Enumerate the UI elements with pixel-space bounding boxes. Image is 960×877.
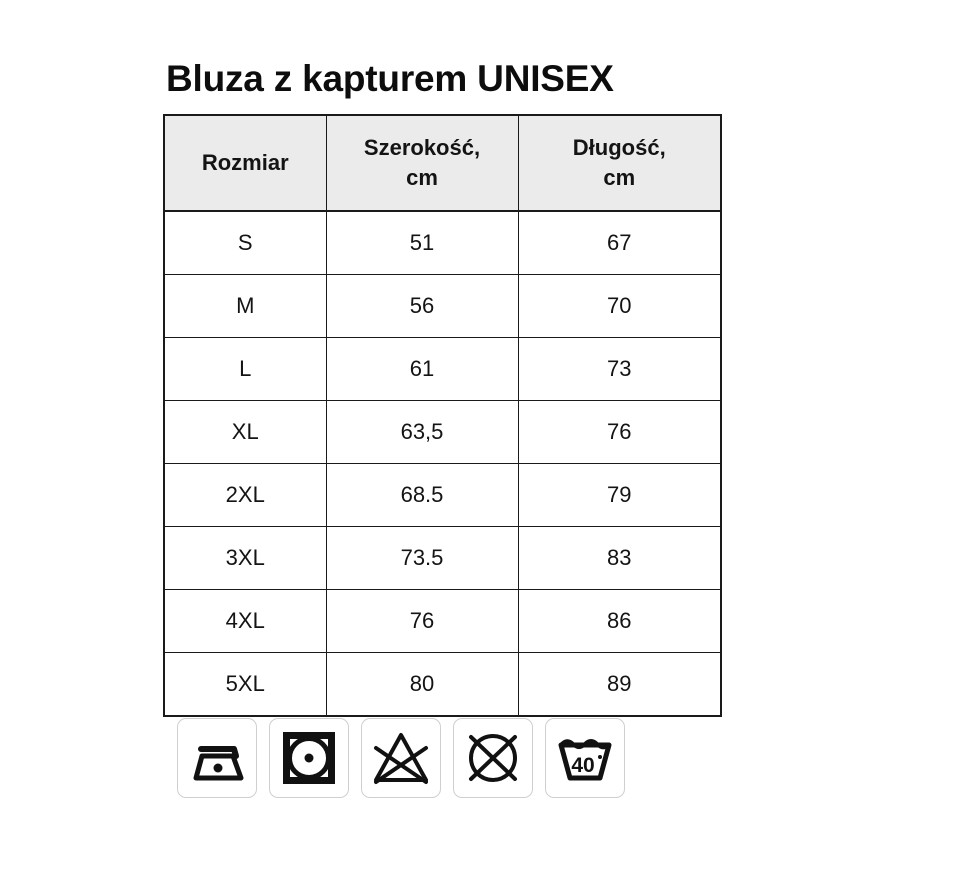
care-symbol-wash-40: 40 [545,718,625,798]
cell-length: 89 [517,652,722,717]
column-header-length-label: Długość, [572,135,666,161]
care-symbols-row: 40 [177,718,625,798]
cell-length: 76 [517,400,722,464]
cell-length: 86 [517,589,722,653]
cell-size: 4XL [163,589,327,653]
cell-size: S [163,210,327,275]
table-header-row: Rozmiar Szerokość, cm Długość, cm [163,114,722,212]
cell-width: 56 [325,274,519,338]
cell-length: 67 [517,210,722,275]
table-row: 4XL 76 86 [163,589,722,653]
cell-size: 5XL [163,652,327,717]
column-header-length-unit: cm [603,165,636,190]
table-body: S 51 67 M 56 70 L 61 73 XL 63,5 76 2XL 6 [163,210,722,717]
cell-size: M [163,274,327,338]
table-row: S 51 67 [163,210,722,275]
cell-width: 76 [325,589,519,653]
cell-length: 73 [517,337,722,401]
cell-width: 63,5 [325,400,519,464]
cell-width: 61 [325,337,519,401]
do-not-bleach-icon [371,730,431,786]
column-header-length: Długość, cm [517,114,722,212]
do-not-dry-clean-icon [464,729,522,787]
cell-size: 2XL [163,463,327,527]
wash-temperature-label: 40 [571,754,594,777]
column-header-width: Szerokość, cm [325,114,519,212]
iron-low-heat-icon [186,732,248,784]
cell-width: 51 [325,210,519,275]
care-symbol-do-not-dry-clean [453,718,533,798]
care-symbol-iron [177,718,257,798]
column-header-size: Rozmiar [163,114,327,212]
cell-width: 80 [325,652,519,717]
cell-size: 3XL [163,526,327,590]
cell-size: L [163,337,327,401]
table-row: XL 63,5 76 [163,400,722,464]
table-row: M 56 70 [163,274,722,338]
page-title: Bluza z kapturem UNISEX [166,58,614,99]
table-row: 5XL 80 89 [163,652,722,717]
table-row: L 61 73 [163,337,722,401]
column-header-width-label: Szerokość, [363,135,481,161]
size-table: Rozmiar Szerokość, cm Długość, cm S 51 6… [163,114,722,717]
cell-length: 83 [517,526,722,590]
column-header-size-label: Rozmiar [201,150,289,176]
table-row: 3XL 73.5 83 [163,526,722,590]
cell-width: 68.5 [325,463,519,527]
table-header: Rozmiar Szerokość, cm Długość, cm [163,114,722,212]
table-row: 2XL 68.5 79 [163,463,722,527]
tumble-dry-low-heat-icon [280,729,338,787]
cell-width: 73.5 [325,526,519,590]
column-header-width-unit: cm [406,165,438,190]
care-symbol-do-not-bleach [361,718,441,798]
wash-40-degrees-icon: 40 [555,733,615,783]
cell-size: XL [163,400,327,464]
cell-length: 70 [517,274,722,338]
care-symbol-tumble-dry [269,718,349,798]
cell-length: 79 [517,463,722,527]
